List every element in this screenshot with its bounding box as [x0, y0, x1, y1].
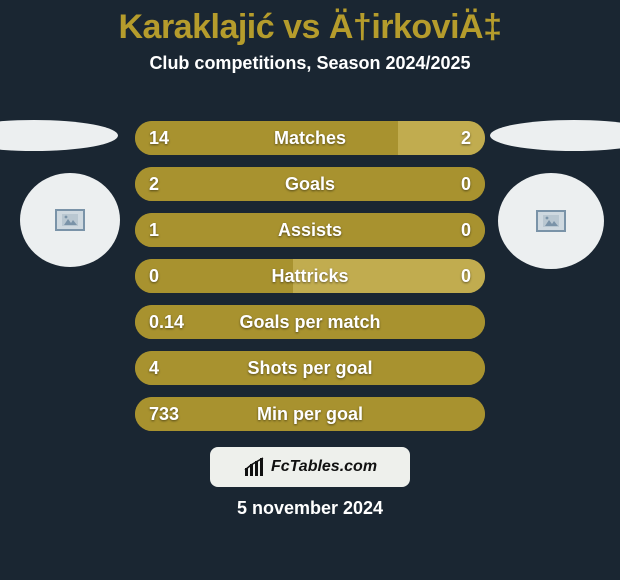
stat-row: Hattricks0 0 — [135, 259, 485, 293]
stat-value-right: 0 — [461, 167, 471, 201]
stat-value-right: 0 — [461, 259, 471, 293]
stat-value-right: 0 — [461, 213, 471, 247]
stat-value-left: 0 — [149, 259, 159, 293]
stat-row: Goals per match0.14 — [135, 305, 485, 339]
stat-value-right: 2 — [461, 121, 471, 155]
stat-label: Shots per goal — [135, 351, 485, 385]
stat-label: Matches — [135, 121, 485, 155]
stat-row: Assists1 0 — [135, 213, 485, 247]
stat-row: Goals2 0 — [135, 167, 485, 201]
date-label: 5 november 2024 — [0, 498, 620, 519]
stat-value-left: 0.14 — [149, 305, 184, 339]
right-player-avatar — [498, 173, 604, 269]
placeholder-image-icon — [55, 209, 85, 231]
stat-value-left: 2 — [149, 167, 159, 201]
left-decor-ellipse — [0, 120, 118, 151]
stat-label: Goals per match — [135, 305, 485, 339]
stat-value-left: 4 — [149, 351, 159, 385]
stat-label: Min per goal — [135, 397, 485, 431]
stat-label: Hattricks — [135, 259, 485, 293]
brand-badge: FcTables.com — [210, 447, 410, 487]
stat-value-left: 733 — [149, 397, 179, 431]
stat-label: Goals — [135, 167, 485, 201]
stat-value-left: 14 — [149, 121, 169, 155]
comparison-bars: Matches142Goals20Assists10Hattricks00Goa… — [135, 121, 485, 443]
placeholder-image-icon — [536, 210, 566, 232]
stat-value-left: 1 — [149, 213, 159, 247]
page-title: Karaklajić vs Ä†irkoviÄ‡ — [0, 0, 620, 47]
brand-label: FcTables.com — [271, 458, 377, 476]
stat-row: Min per goal733 — [135, 397, 485, 431]
left-player-avatar — [20, 173, 120, 267]
stat-row: Matches14 2 — [135, 121, 485, 155]
right-decor-ellipse — [490, 120, 620, 151]
stat-label: Assists — [135, 213, 485, 247]
stat-row: Shots per goal4 — [135, 351, 485, 385]
subtitle: Club competitions, Season 2024/2025 — [0, 53, 620, 74]
bar-chart-icon — [243, 456, 265, 478]
